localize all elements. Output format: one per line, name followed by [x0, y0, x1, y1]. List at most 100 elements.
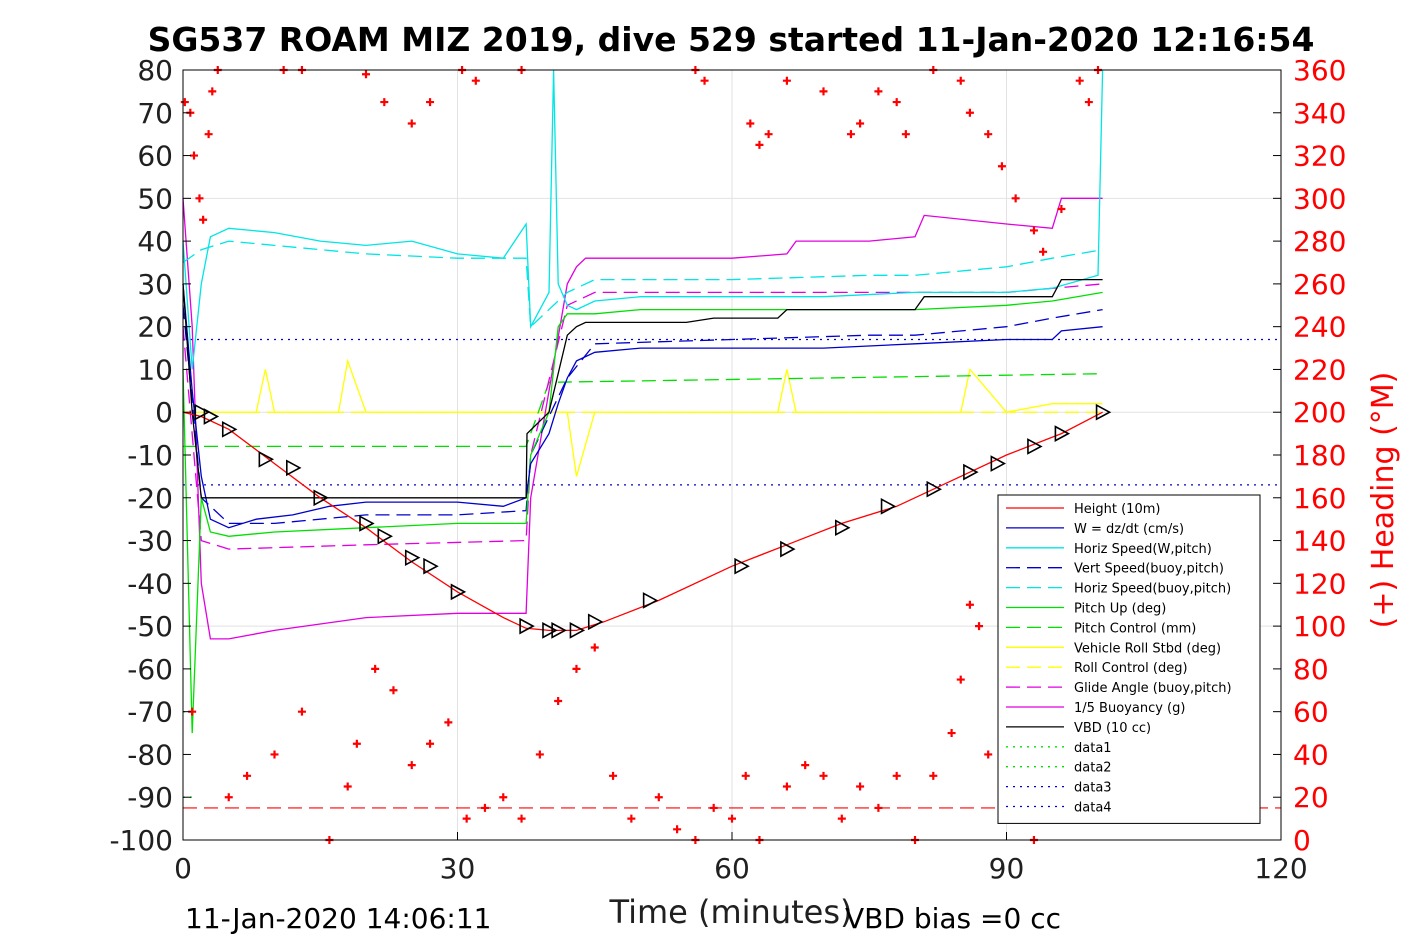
heading-point [1057, 205, 1066, 214]
series-horiz-w [182, 69, 1104, 370]
y2-tick-label: 160 [1293, 482, 1346, 515]
heading-point [856, 782, 865, 791]
heading-point [892, 771, 901, 780]
legend-label: Vehicle Roll Stbd (deg) [1074, 641, 1221, 656]
vbd-marker [1095, 403, 1112, 421]
y2-tick-label: 20 [1293, 781, 1329, 814]
heading-point [199, 215, 208, 224]
heading-point [874, 803, 883, 812]
vbd-marker [734, 557, 750, 575]
heading-point [709, 803, 718, 812]
heading-point [837, 814, 846, 823]
vbd-marker [285, 459, 302, 477]
legend-box [997, 494, 1261, 824]
heading-point [343, 782, 352, 791]
heading-point [407, 119, 416, 128]
x-tick-label: 90 [989, 852, 1025, 885]
heading-point [195, 194, 204, 203]
legend-label: W = dz/dt (cm/s) [1074, 522, 1184, 537]
y2-tick-label: 220 [1293, 353, 1346, 386]
y-tick-label: 30 [137, 268, 173, 301]
heading-point [627, 814, 636, 823]
heading-point [270, 750, 279, 759]
legend-label: Pitch Up (deg) [1074, 602, 1166, 617]
legend-label: Glide Angle (buoy,pitch) [1074, 681, 1232, 696]
heading-point [801, 761, 810, 770]
heading-point [517, 814, 526, 823]
vbd-marker [551, 622, 567, 639]
y-tick-label: -70 [127, 696, 173, 729]
legend-label: 1/5 Buoyancy (g) [1074, 701, 1185, 716]
legend-label: Height (10m) [1074, 502, 1160, 517]
legend-label: VBD (10 cc) [1074, 721, 1151, 736]
heading-point [426, 98, 435, 107]
y2-tick-label: 200 [1293, 396, 1346, 429]
heading-point [901, 130, 910, 139]
heading-point [535, 750, 544, 759]
y2-tick-label: 60 [1293, 696, 1329, 729]
y-tick-label: -60 [127, 653, 173, 686]
heading-point [208, 87, 217, 96]
vbd-marker [519, 617, 535, 635]
heading-point [782, 782, 791, 791]
vbd-marker [880, 497, 897, 515]
x-tick-label: 0 [174, 852, 192, 885]
chart-title: SG537 ROAM MIZ 2019, dive 529 started 11… [148, 20, 1315, 59]
heading-point [892, 98, 901, 107]
heading-point [819, 87, 828, 96]
y2-tick-label: 340 [1293, 97, 1346, 130]
heading-point [846, 130, 855, 139]
heading-point [728, 814, 736, 823]
marker-layer [194, 403, 1112, 639]
heading-point [654, 793, 663, 802]
heading-point [407, 761, 416, 770]
vbd-marker [587, 613, 604, 631]
heading-point [1029, 226, 1038, 235]
heading-point [554, 696, 563, 705]
y-tick-label: 10 [137, 353, 173, 386]
legend-label: Horiz Speed(buoy,pitch) [1074, 582, 1231, 597]
x-axis-label: Time (minutes) [609, 893, 853, 931]
vbd-marker [359, 515, 375, 532]
legend-label: data4 [1074, 801, 1112, 816]
heading-point [471, 76, 480, 85]
heading-point [673, 825, 682, 834]
heading-point [362, 70, 370, 79]
series-vbd [182, 278, 1103, 499]
right-axis: 0 20 40 60 80 100 120 140 160 180 200 220 240 260 280 3… [1273, 54, 1346, 857]
y-tick-label: -40 [127, 567, 173, 600]
heading-point [956, 675, 965, 684]
heading-point [819, 771, 828, 780]
heading-point [243, 771, 252, 780]
heading-point [782, 76, 791, 85]
legend-label: Roll Control (deg) [1074, 661, 1188, 676]
y2-tick-label: 260 [1293, 268, 1346, 301]
y-tick-label: 60 [137, 140, 173, 173]
y2-tick-label: 40 [1293, 738, 1329, 771]
footer-vbd-bias: VBD bias =0 cc [845, 902, 1061, 935]
y-tick-label: -20 [127, 482, 173, 515]
plot-series-group [180, 66, 1281, 844]
legend-label: Horiz Speed(W,pitch) [1074, 542, 1212, 557]
y2-axis-label: (+) Heading (°M) [1366, 372, 1401, 629]
vbd-marker [990, 455, 1007, 472]
vbd-marker [642, 592, 659, 609]
heading-point [371, 664, 380, 673]
heading-point [965, 600, 974, 609]
y-tick-label: -10 [127, 439, 173, 472]
legend: Height (10m) W = dz/dt (cm/s) Horiz Speed(… [997, 494, 1261, 824]
vbd-marker [258, 450, 275, 468]
heading-point [297, 707, 306, 716]
heading-point [180, 98, 189, 107]
heading-point [352, 739, 361, 748]
heading-point [389, 686, 398, 695]
heading-point [741, 771, 750, 780]
y2-tick-label: 280 [1293, 225, 1346, 258]
y-tick-label: 70 [137, 97, 173, 130]
y-tick-label: -80 [127, 738, 173, 771]
heading-point [204, 130, 213, 139]
heading-point [947, 729, 956, 738]
vbd-marker [926, 480, 942, 498]
vbd-marker [1027, 438, 1043, 455]
y-tick-label: 0 [155, 396, 173, 429]
